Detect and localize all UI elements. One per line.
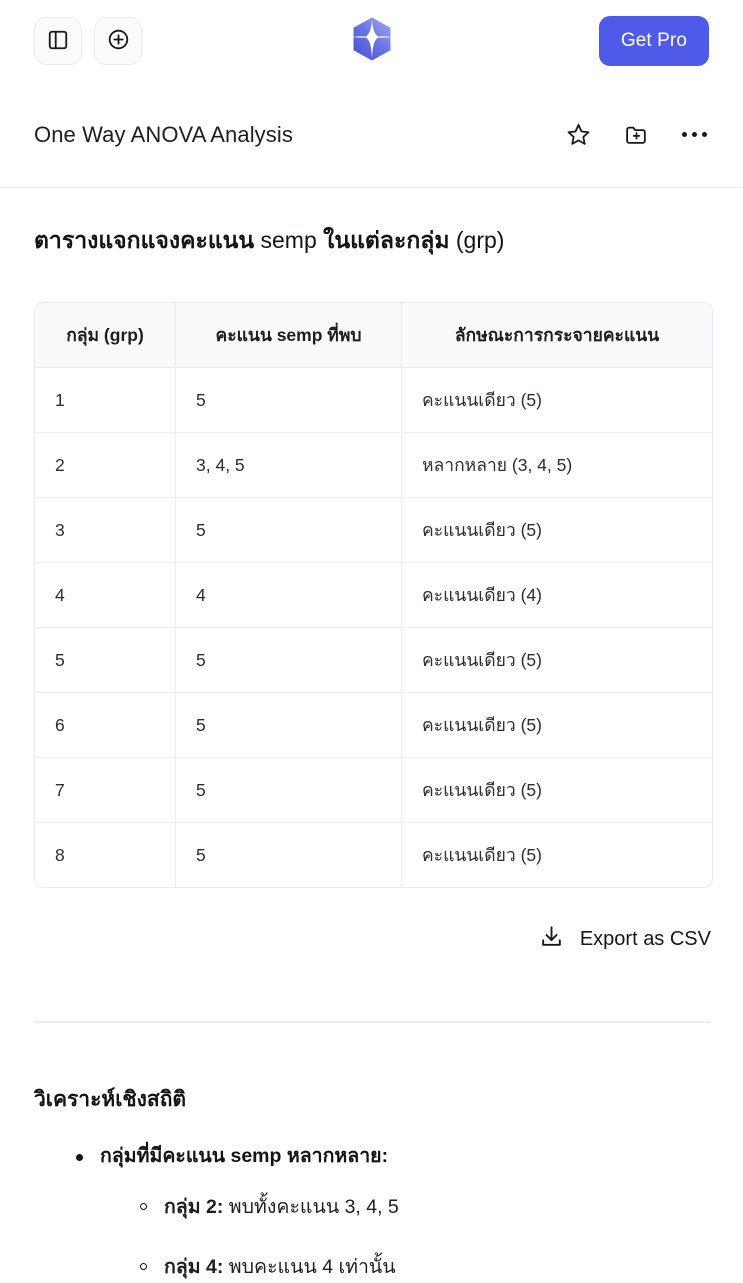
table-body: 1 5 คะแนนเดียว (5) 2 3, 4, 5 หลากหลาย (3… xyxy=(35,368,712,888)
cell-distribution: คะแนนเดียว (5) xyxy=(402,498,712,564)
section-divider xyxy=(34,1021,711,1024)
table-section-heading: ตารางแจกแจงคะแนน semp ในแต่ละกลุ่ม (grp) xyxy=(34,224,709,256)
export-as-csv-label: Export as CSV xyxy=(579,928,711,951)
cell-group: 1 xyxy=(35,368,176,434)
cell-scores: 5 xyxy=(176,628,402,694)
cell-scores: 5 xyxy=(176,693,402,759)
cell-distribution: คะแนนเดียว (4) xyxy=(402,563,712,629)
download-icon xyxy=(539,924,564,955)
heading-part-bold-1: ตารางแจกแจงคะแนน xyxy=(34,227,261,253)
app-logo-sparkle-icon xyxy=(350,16,394,67)
table-row: 4 4 คะแนนเดียว (4) xyxy=(35,563,712,629)
score-distribution-table-wrapper: กลุ่ม (grp) คะแนน semp ที่พบ ลักษณะการกร… xyxy=(34,302,713,889)
main-content: ตารางแจกแจงคะแนน semp ในแต่ละกลุ่ม (grp)… xyxy=(0,224,743,1282)
document-title-bar: One Way ANOVA Analysis xyxy=(0,82,743,188)
cell-scores: 5 xyxy=(176,823,402,888)
sub-bullet-text: พบคะแนน 4 เท่านั้น xyxy=(223,1255,396,1278)
statistical-analysis-section: วิเคราะห์เชิงสถิติ กลุ่มที่มีคะแนน semp … xyxy=(34,1083,709,1282)
sub-bullet-group-label: กลุ่ม 2: xyxy=(164,1196,224,1219)
cell-distribution: คะแนนเดียว (5) xyxy=(402,758,712,824)
list-item: กลุ่ม 2: พบทั้งคะแนน 3, 4, 5 xyxy=(140,1193,709,1222)
list-item: กลุ่มที่มีคะแนน semp หลากหลาย: กลุ่ม 2: … xyxy=(76,1142,709,1282)
sidebar-toggle-button[interactable] xyxy=(34,17,82,65)
get-pro-button[interactable]: Get Pro xyxy=(598,16,709,66)
table-row: 8 5 คะแนนเดียว (5) xyxy=(35,823,712,888)
cell-distribution: คะแนนเดียว (5) xyxy=(422,845,542,866)
dot xyxy=(691,132,697,137)
cell-group: 5 xyxy=(35,628,176,694)
cell-distribution: คะแนนเดียว (5) xyxy=(402,368,712,434)
table-row: 3 5 คะแนนเดียว (5) xyxy=(35,498,712,564)
column-header-distribution: ลักษณะการกระจายคะแนน xyxy=(402,303,712,369)
cell-distribution: หลากหลาย (3, 4, 5) xyxy=(402,433,712,499)
table-head: กลุ่ม (grp) คะแนน semp ที่พบ ลักษณะการกร… xyxy=(35,303,712,369)
panel-left-icon xyxy=(47,29,69,54)
table-row: 1 5 คะแนนเดียว (5) xyxy=(35,368,712,434)
more-horizontal-icon[interactable] xyxy=(679,120,709,150)
cell-group: 2 xyxy=(35,433,176,499)
table-row: 6 5 คะแนนเดียว (5) xyxy=(35,693,712,759)
heading-part-bold-2: ในแต่ละกลุ่ม xyxy=(323,227,456,253)
plus-circle-icon xyxy=(107,28,130,54)
top-bar-right-actions: Get Pro xyxy=(598,16,709,66)
cell-scores: 5 xyxy=(176,498,402,564)
document-actions xyxy=(563,120,709,150)
cell-scores: 5 xyxy=(176,758,402,824)
cell-scores: 4 xyxy=(176,563,402,629)
export-row: Export as CSV xyxy=(34,920,711,959)
sub-bullet-group-label: กลุ่ม 4: xyxy=(164,1255,224,1278)
cell-group: 7 xyxy=(35,758,176,824)
table-row: 7 5 คะแนนเดียว (5) xyxy=(35,758,712,824)
folder-plus-icon[interactable] xyxy=(621,120,651,150)
heading-part-regular-2: (grp) xyxy=(455,227,505,253)
cell-group: 8 xyxy=(35,823,176,888)
top-bar-left-actions xyxy=(34,17,142,65)
export-as-csv-button[interactable]: Export as CSV xyxy=(539,920,711,959)
cell-distribution: คะแนนเดียว (5) xyxy=(402,693,712,759)
table-row: 5 5 คะแนนเดียว (5) xyxy=(35,628,712,694)
page-title: One Way ANOVA Analysis xyxy=(34,121,293,147)
table-row: 2 3, 4, 5 หลากหลาย (3, 4, 5) xyxy=(35,433,712,499)
sub-bullet-text: พบทั้งคะแนน 3, 4, 5 xyxy=(223,1196,399,1219)
cell-scores: 5 xyxy=(176,368,402,434)
cell-distribution: คะแนนเดียว (5) xyxy=(402,628,712,694)
column-header-semp-scores: คะแนน semp ที่พบ xyxy=(176,303,402,369)
cell-group: 6 xyxy=(35,693,176,759)
star-icon[interactable] xyxy=(563,120,593,150)
cell-group: 4 xyxy=(35,563,176,629)
heading-part-regular-1: semp xyxy=(260,227,324,253)
dot xyxy=(681,132,687,137)
dot xyxy=(701,132,707,137)
top-bar: Get Pro xyxy=(0,0,743,82)
cell-scores: 3, 4, 5 xyxy=(176,433,402,499)
column-header-group: กลุ่ม (grp) xyxy=(35,303,176,369)
analysis-heading: วิเคราะห์เชิงสถิติ xyxy=(34,1088,187,1112)
bullet-label: กลุ่มที่มีคะแนน semp หลากหลาย: xyxy=(100,1145,389,1168)
analysis-sub-list: กลุ่ม 2: พบทั้งคะแนน 3, 4, 5 กลุ่ม 4: พบ… xyxy=(100,1193,709,1282)
list-item: กลุ่ม 4: พบคะแนน 4 เท่านั้น xyxy=(140,1253,709,1282)
table-header-row: กลุ่ม (grp) คะแนน semp ที่พบ ลักษณะการกร… xyxy=(35,303,712,369)
score-distribution-table: กลุ่ม (grp) คะแนน semp ที่พบ ลักษณะการกร… xyxy=(34,302,713,889)
analysis-bullet-list: กลุ่มที่มีคะแนน semp หลากหลาย: กลุ่ม 2: … xyxy=(34,1142,709,1282)
cell-group: 3 xyxy=(35,498,176,564)
new-chat-button[interactable] xyxy=(94,17,142,65)
app-logo[interactable] xyxy=(348,17,396,65)
